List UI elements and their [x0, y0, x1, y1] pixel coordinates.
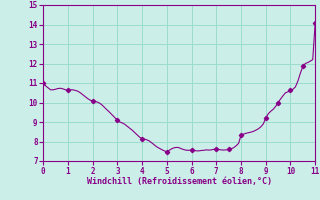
- X-axis label: Windchill (Refroidissement éolien,°C): Windchill (Refroidissement éolien,°C): [87, 177, 272, 186]
